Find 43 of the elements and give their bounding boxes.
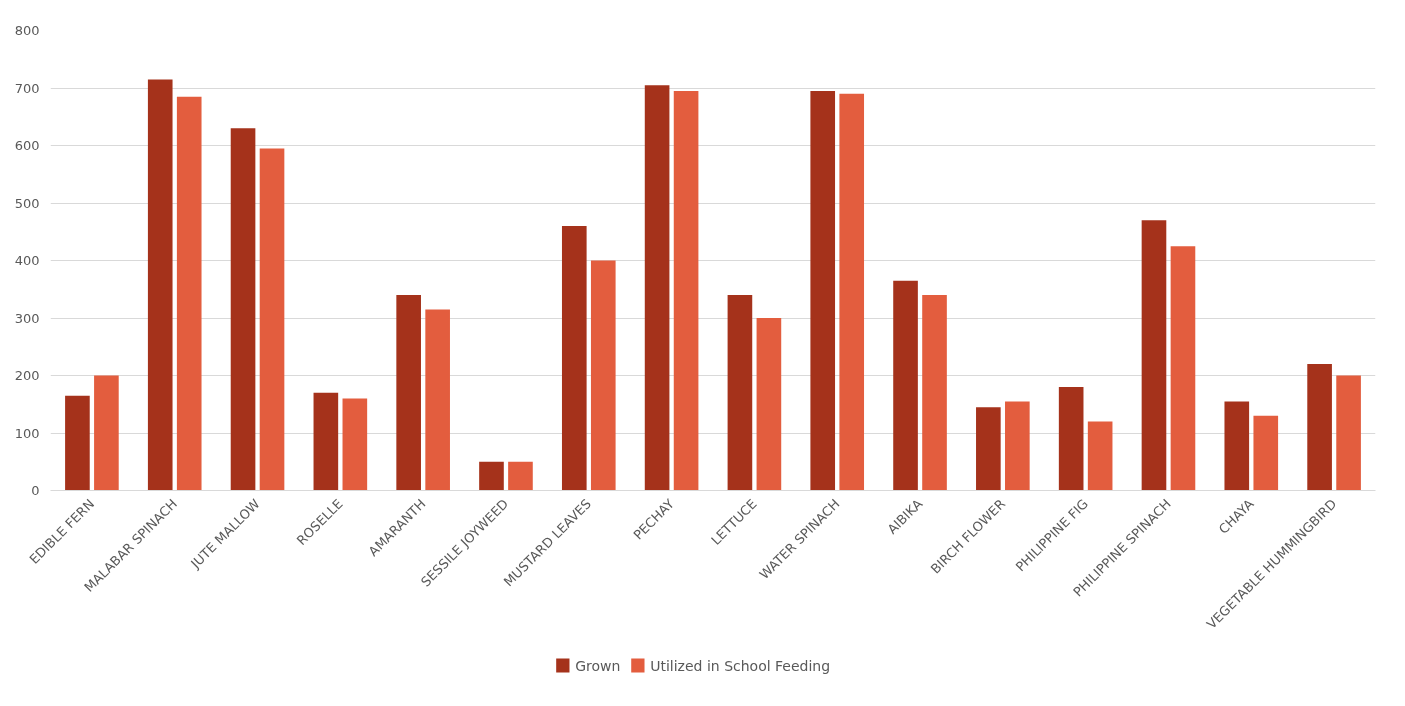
bar xyxy=(1141,220,1167,491)
bar xyxy=(1253,415,1279,491)
bar xyxy=(644,85,670,491)
y-tick-label: 500 xyxy=(14,195,40,211)
bar xyxy=(839,93,865,491)
bar xyxy=(259,148,285,491)
bar xyxy=(425,309,450,491)
bar xyxy=(230,128,256,491)
bar xyxy=(1058,387,1084,491)
legend-label: Grown xyxy=(575,657,621,674)
y-tick-label: 100 xyxy=(14,425,40,441)
bar xyxy=(561,226,587,491)
bar xyxy=(1170,246,1196,491)
y-tick-label: 800 xyxy=(14,23,40,38)
bar xyxy=(810,90,836,491)
bar xyxy=(342,398,368,491)
bar xyxy=(727,295,753,491)
y-tick-label: 300 xyxy=(14,310,40,326)
y-tick-label: 700 xyxy=(14,80,40,96)
bar xyxy=(313,392,339,491)
bar xyxy=(479,461,504,491)
y-tick-label: 0 xyxy=(31,483,40,498)
y-tick-label: 400 xyxy=(14,253,40,268)
bar xyxy=(590,260,616,491)
bar xyxy=(147,79,173,491)
bar xyxy=(94,375,119,491)
bar xyxy=(508,461,533,491)
bar xyxy=(756,318,782,491)
bar xyxy=(893,280,918,491)
bar xyxy=(176,96,202,491)
y-tick-label: 600 xyxy=(14,138,40,153)
bar xyxy=(1336,375,1361,491)
legend-label: Utilized in School Feeding xyxy=(650,657,831,674)
bar xyxy=(396,295,421,491)
y-tick-label: 200 xyxy=(14,368,40,383)
bar xyxy=(1307,364,1332,491)
bar xyxy=(976,407,1001,491)
bar xyxy=(65,395,90,491)
bar xyxy=(1087,421,1113,491)
bar xyxy=(1005,401,1030,491)
bar xyxy=(922,295,947,491)
bar xyxy=(673,90,699,491)
bar xyxy=(1224,401,1250,491)
